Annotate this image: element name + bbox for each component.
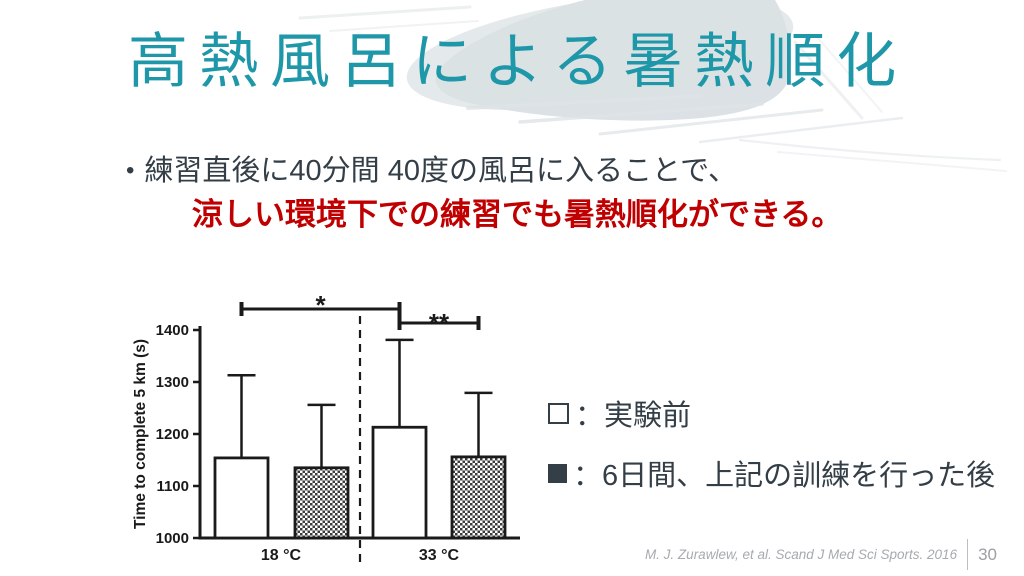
svg-text:1200: 1200 — [156, 426, 189, 443]
bullet-marker: • — [126, 157, 135, 184]
bullet-line-1: • 練習直後に40分間 40度の風呂に入ることで、 — [126, 153, 842, 189]
legend-item-pre-label: ：実験前 — [575, 400, 692, 432]
bar-pre-33c — [371, 425, 428, 540]
svg-text:1400: 1400 — [156, 322, 189, 339]
bar-pre-18c — [213, 456, 270, 540]
page-number: 30 — [978, 544, 997, 564]
citation-text: M. J. Zurawlew, et al. Scand J Med Sci S… — [644, 547, 958, 562]
legend-item-post-label: ：6日間、上記の訓練を行った後 — [573, 460, 996, 492]
slide-title: 高熱風呂による暑熱順化 — [128, 28, 908, 95]
svg-text:1300: 1300 — [156, 374, 189, 391]
bullet-line-1-text: 練習直後に40分間 40度の風呂に入ることで、 — [144, 155, 737, 187]
bar-post-18c — [293, 466, 350, 540]
legend-item-pre: ：実験前 — [548, 392, 691, 434]
footer-divider — [967, 539, 969, 570]
bar-chart-figure: 1000 1100 1200 1300 1400 Time to complete 5 k… — [115, 288, 530, 573]
legend-item-post: ：6日間、上記の訓練を行った後 — [548, 452, 995, 494]
svg-text:1100: 1100 — [156, 478, 189, 495]
open-square-icon — [548, 402, 569, 424]
svg-text:Time to complete 5 km (s): Time to complete 5 km (s) — [132, 339, 149, 529]
filled-square-icon — [548, 463, 567, 483]
significance-label: * — [315, 290, 326, 320]
svg-text:1000: 1000 — [156, 530, 189, 547]
bullet-block: • 練習直後に40分間 40度の風呂に入ることで、 涼しい環境下での練習でも暑熱… — [126, 153, 842, 233]
bar-post-33c — [450, 455, 507, 540]
significance-label: ** — [429, 308, 450, 338]
category-label: 33 °C — [419, 547, 460, 564]
bullet-line-2-emphasis: 涼しい環境下での練習でも暑熱順化ができる。 — [192, 197, 843, 232]
category-label: 18 °C — [261, 547, 302, 564]
slide-footer: M. J. Zurawlew, et al. Scand J Med Sci S… — [645, 539, 997, 570]
